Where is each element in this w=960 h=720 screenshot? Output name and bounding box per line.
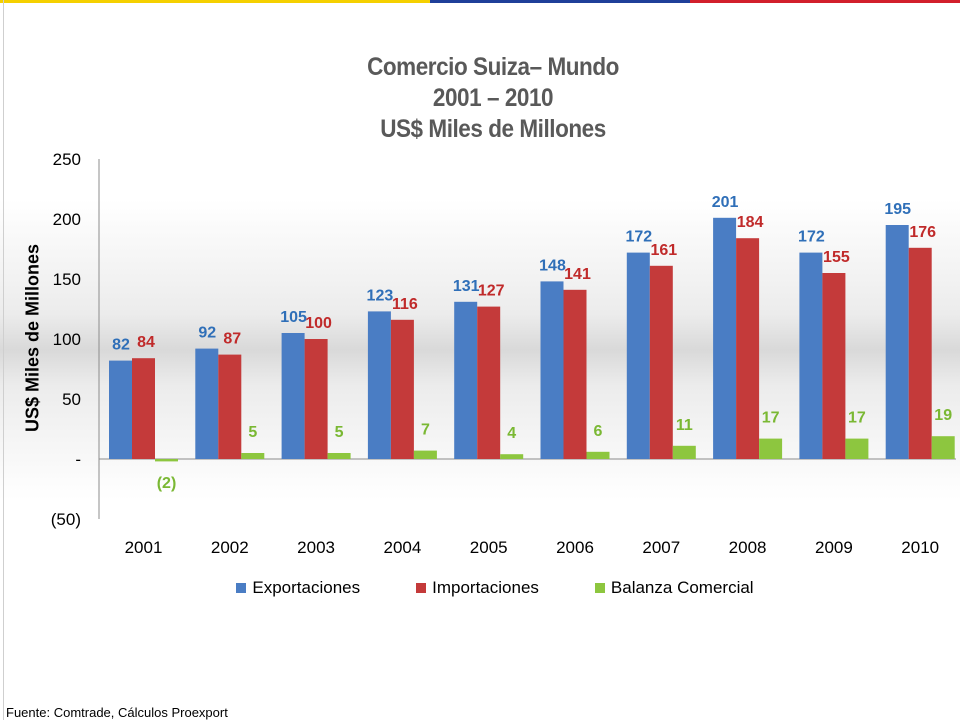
- data-label-importaciones-2007: 161: [650, 242, 677, 259]
- data-label-exportaciones-2009: 172: [798, 229, 825, 246]
- data-label-balanza-comercial-2004: 7: [421, 422, 430, 439]
- legend-label-balanza-comercial: Balanza Comercial: [610, 578, 754, 597]
- data-label-exportaciones-2004: 123: [367, 287, 394, 304]
- data-label-importaciones-2002: 87: [223, 331, 241, 348]
- legend-item-balanza-comercial: Balanza Comercial: [594, 578, 754, 598]
- bar-balanza-comercial-2006: [586, 451, 610, 459]
- bar-importaciones-2004: [390, 319, 414, 459]
- bar-balanza-comercial-2007: [672, 445, 696, 459]
- data-label-balanza-comercial-2001: (2): [157, 475, 177, 492]
- bar-importaciones-2005: [477, 306, 501, 459]
- chart-title: Comercio Suiza– Mundo 2001 – 2010 US$ Mi…: [0, 52, 960, 145]
- bar-balanza-comercial-2003: [327, 453, 351, 459]
- chart-title-line-2: 2001 – 2010: [432, 84, 554, 112]
- y-tick-label-3: 100: [53, 330, 81, 349]
- flag-stripe-blue: [430, 0, 690, 3]
- legend-swatch-exportaciones: [236, 583, 247, 593]
- data-label-importaciones-2010: 176: [909, 224, 936, 241]
- data-label-balanza-comercial-2007: 11: [676, 417, 693, 434]
- data-label-exportaciones-2010: 195: [884, 201, 911, 218]
- flag-stripe-yellow: [0, 0, 430, 3]
- data-label-balanza-comercial-2008: 17: [762, 410, 780, 427]
- chart-title-line-3: US$ Miles de Millones: [380, 115, 606, 143]
- left-border: [3, 0, 4, 720]
- x-tick-label-2006: 2006: [556, 538, 594, 557]
- bar-exportaciones-2004: [367, 311, 391, 459]
- bar-exportaciones-2003: [281, 333, 305, 459]
- bar-balanza-comercial-2001: [155, 459, 178, 462]
- data-label-importaciones-2001: 84: [137, 334, 155, 351]
- data-label-exportaciones-2003: 105: [280, 309, 307, 326]
- data-label-exportaciones-2005: 131: [453, 278, 480, 295]
- bar-importaciones-2010: [908, 247, 932, 459]
- legend: Exportaciones Importaciones Balanza Come…: [0, 576, 960, 600]
- x-tick-label-2008: 2008: [729, 538, 767, 557]
- legend-swatch-importaciones: [416, 583, 427, 593]
- data-label-exportaciones-2007: 172: [625, 229, 652, 246]
- bar-balanza-comercial-2009: [845, 438, 869, 459]
- bar-exportaciones-2006: [540, 281, 564, 459]
- y-tick-label-6: (50): [51, 510, 81, 529]
- bar-exportaciones-2009: [799, 252, 823, 459]
- legend-swatch-balanza-comercial: [594, 583, 605, 593]
- data-label-exportaciones-2001: 82: [112, 337, 130, 354]
- bar-importaciones-2009: [822, 273, 846, 459]
- bar-balanza-comercial-2005: [500, 454, 524, 459]
- x-tick-label-2007: 2007: [642, 538, 680, 557]
- data-label-balanza-comercial-2010: 19: [934, 407, 952, 424]
- x-tick-label-2005: 2005: [470, 538, 508, 557]
- flag-stripe: [0, 0, 960, 3]
- data-label-importaciones-2003: 100: [305, 315, 332, 332]
- source-note: Fuente: Comtrade, Cálculos Proexport: [6, 705, 228, 720]
- x-tick-label-2003: 2003: [297, 538, 335, 557]
- data-label-importaciones-2005: 127: [478, 283, 505, 300]
- bar-importaciones-2001: [132, 358, 155, 459]
- bar-exportaciones-2008: [713, 217, 737, 459]
- x-tick-label-2009: 2009: [815, 538, 853, 557]
- x-tick-label-2001: 2001: [125, 538, 163, 557]
- y-tick-label-4: 50: [62, 390, 81, 409]
- data-label-balanza-comercial-2002: 5: [248, 424, 257, 441]
- data-label-exportaciones-2006: 148: [539, 257, 566, 274]
- data-label-importaciones-2008: 184: [737, 214, 764, 231]
- y-tick-label-2: 150: [53, 270, 81, 289]
- data-label-importaciones-2009: 155: [823, 249, 850, 266]
- bar-importaciones-2002: [218, 354, 242, 459]
- chart-title-line-1: Comercio Suiza– Mundo: [367, 53, 619, 81]
- legend-item-exportaciones: Exportaciones: [236, 578, 360, 598]
- flag-stripe-red: [690, 0, 960, 3]
- bar-importaciones-2007: [649, 265, 673, 459]
- bar-balanza-comercial-2004: [413, 450, 437, 459]
- bar-importaciones-2008: [736, 238, 760, 459]
- x-tick-label-2002: 2002: [211, 538, 249, 557]
- y-tick-label-1: 200: [53, 210, 81, 229]
- bar-exportaciones-2002: [195, 348, 219, 459]
- y-tick-label-5: -: [75, 450, 81, 469]
- bar-importaciones-2006: [563, 289, 587, 459]
- bar-exportaciones-2001: [109, 360, 132, 459]
- bar-balanza-comercial-2008: [759, 438, 783, 459]
- data-label-exportaciones-2002: 92: [198, 325, 216, 342]
- legend-label-importaciones: Importaciones: [432, 578, 539, 597]
- data-label-balanza-comercial-2009: 17: [848, 410, 866, 427]
- x-tick-label-2010: 2010: [901, 538, 939, 557]
- bar-balanza-comercial-2002: [241, 453, 265, 459]
- data-label-exportaciones-2008: 201: [712, 194, 739, 211]
- data-label-importaciones-2006: 141: [564, 266, 591, 283]
- bar-importaciones-2003: [304, 339, 328, 459]
- bar-exportaciones-2010: [885, 225, 909, 459]
- bar-exportaciones-2005: [454, 301, 478, 459]
- x-tick-label-2004: 2004: [383, 538, 421, 557]
- legend-item-importaciones: Importaciones: [416, 578, 539, 598]
- data-label-importaciones-2004: 116: [392, 296, 418, 313]
- bar-balanza-comercial-2010: [931, 436, 955, 459]
- data-label-balanza-comercial-2006: 6: [594, 423, 603, 440]
- y-tick-label-0: 250: [53, 150, 81, 169]
- legend-label-exportaciones: Exportaciones: [252, 578, 361, 597]
- bar-exportaciones-2007: [626, 252, 650, 459]
- data-label-balanza-comercial-2005: 4: [507, 425, 516, 442]
- data-label-balanza-comercial-2003: 5: [335, 424, 344, 441]
